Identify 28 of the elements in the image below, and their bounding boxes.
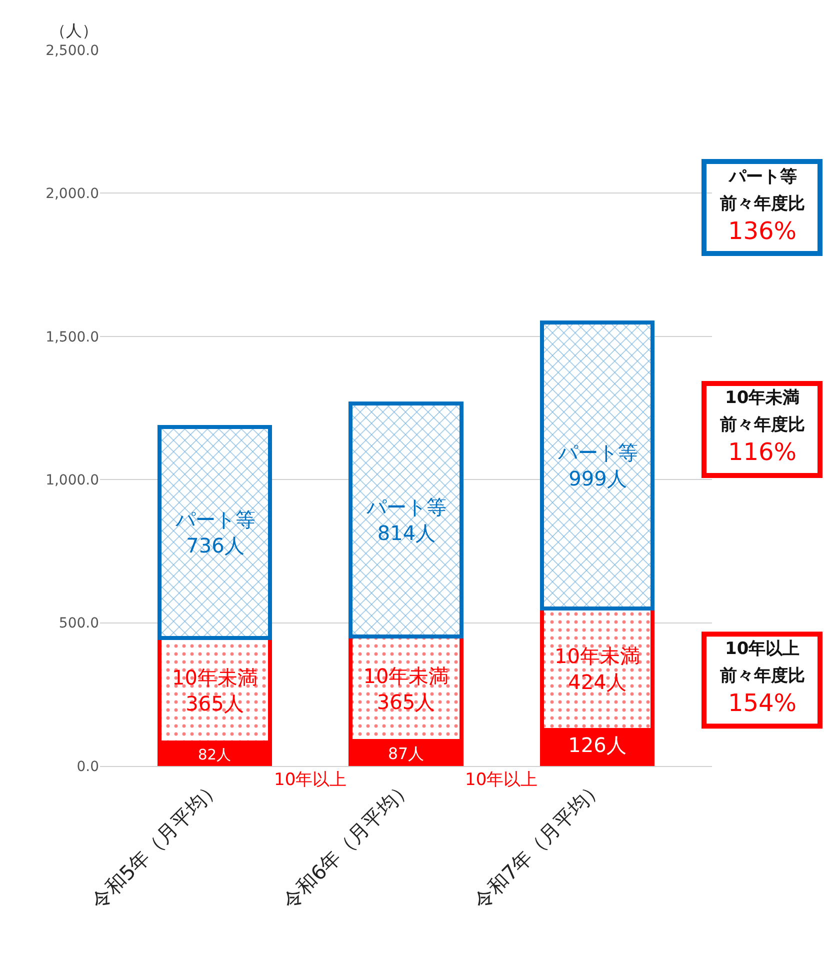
text: パート等 — [728, 167, 797, 187]
y-tick-label: 2,500.0 — [46, 42, 99, 59]
y-axis-title: （人） — [50, 21, 98, 40]
data-label: 126人 — [568, 732, 626, 757]
text: 116% — [728, 438, 797, 466]
y-tick-label: 500.0 — [58, 616, 99, 632]
y-tick-label: 1,000.0 — [46, 472, 99, 488]
data-label: 10年未満 424人 — [554, 644, 640, 694]
text: 前々年度比 — [719, 415, 805, 435]
x-tick-label: 令和5年（月平均） — [86, 774, 226, 914]
text: 前々年度比 — [719, 666, 805, 686]
text: 10年以上 — [274, 770, 347, 790]
text: 10年未満 — [725, 388, 800, 408]
text: 前々年度比 — [719, 194, 805, 214]
text: 136% — [728, 217, 797, 245]
data-label: 87人 — [388, 744, 424, 764]
text: 154% — [728, 689, 797, 717]
data-label: 82人 — [198, 746, 232, 764]
data-label: パート等 736人 — [174, 508, 256, 558]
y-tick-label: 2,000.0 — [46, 186, 99, 202]
data-label: 10年未満 365人 — [363, 664, 449, 714]
y-tick-label: 1,500.0 — [46, 329, 99, 346]
data-label: 10年未満 365人 — [172, 665, 258, 716]
text: 10年以上 — [725, 639, 800, 659]
y-tick-label: 0.0 — [76, 758, 99, 775]
data-label: パート等 814人 — [366, 494, 446, 545]
data-label: パート等 999人 — [556, 440, 638, 490]
text: 10年以上 — [465, 770, 538, 790]
